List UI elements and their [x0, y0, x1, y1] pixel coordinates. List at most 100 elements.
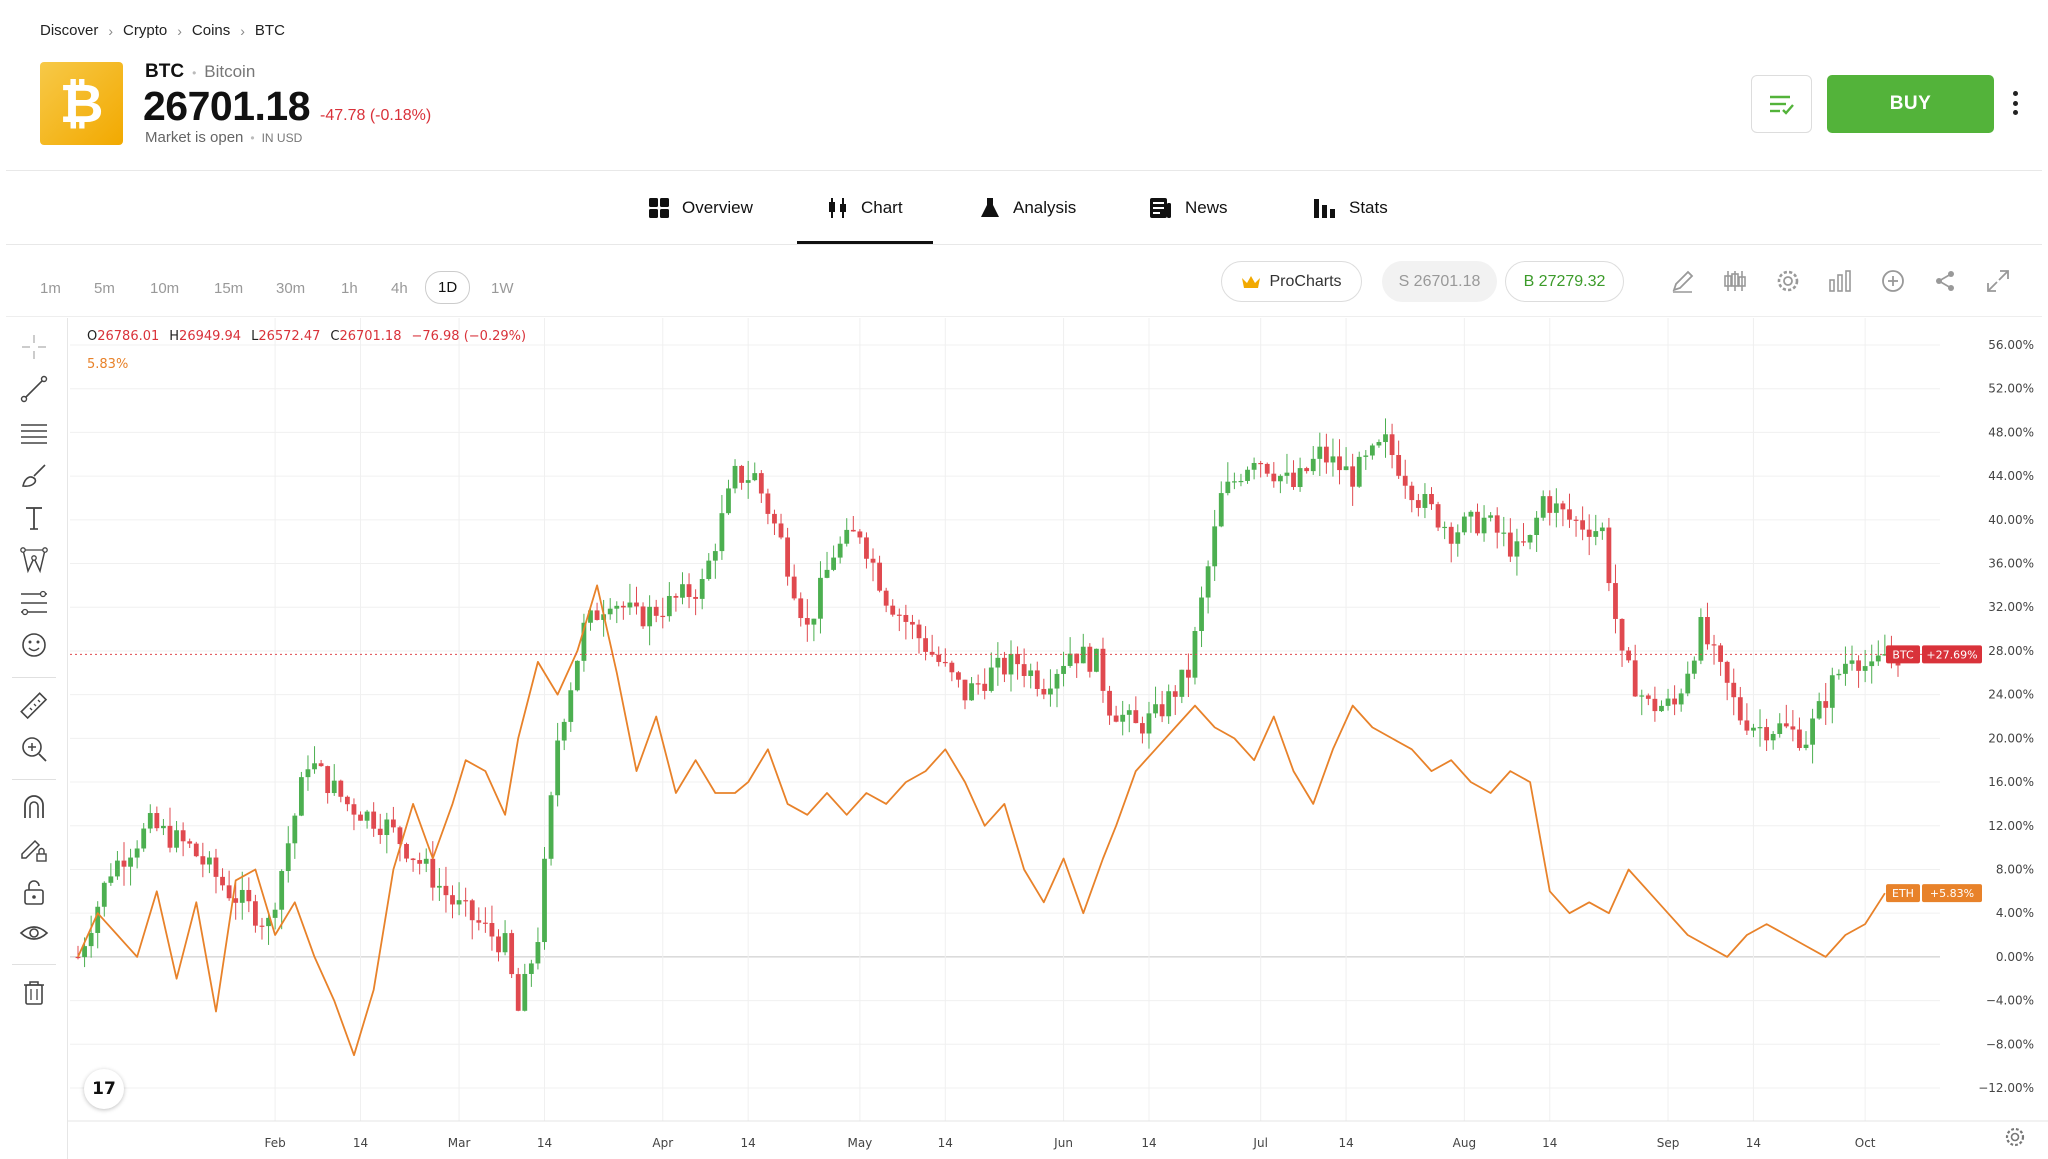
btc-candle	[1672, 698, 1678, 705]
tab-stats[interactable]: Stats	[1313, 172, 1388, 244]
current-price: 26701.18	[143, 83, 311, 129]
btc-candle	[1094, 648, 1099, 672]
btc-candle	[1153, 704, 1158, 714]
btc-candle	[975, 683, 981, 685]
timeframe-1m[interactable]: 1m	[40, 280, 61, 297]
btc-candle	[850, 529, 856, 532]
lock-draw-icon[interactable]	[19, 834, 49, 864]
btc-candle	[174, 830, 179, 848]
tab-analysis[interactable]: Analysis	[979, 172, 1076, 244]
btc-candle	[1468, 511, 1474, 517]
btc-candle	[1593, 531, 1599, 537]
add-circle-icon[interactable]	[1880, 268, 1906, 294]
btc-candle	[1409, 485, 1415, 501]
btc-candle	[1705, 617, 1710, 645]
x-tick-label: Apr	[652, 1136, 673, 1150]
timeframe-5m[interactable]: 5m	[94, 280, 115, 297]
timeframe-30m[interactable]: 30m	[276, 280, 306, 297]
market-status: Market is open	[145, 129, 244, 146]
btc-candle	[699, 579, 705, 599]
btc-candle	[791, 576, 797, 599]
procharts-button[interactable]: ProCharts	[1221, 261, 1362, 302]
btc-candle	[1455, 532, 1461, 544]
tab-chart[interactable]: Chart	[797, 172, 932, 244]
btc-candle	[1317, 446, 1323, 459]
timeframe-15m[interactable]: 15m	[214, 280, 244, 297]
ohlc-change: −76.98 (−0.29%)	[411, 329, 527, 344]
btc-price-tag-label-bg	[1886, 645, 1920, 664]
btc-candle	[1402, 475, 1408, 486]
timeframe-4h[interactable]: 4h	[391, 280, 408, 297]
chart-settings-icon[interactable]	[2004, 1126, 2026, 1148]
trash-icon[interactable]	[19, 978, 49, 1008]
x-tick-label: 14	[353, 1136, 368, 1150]
horizontal-lines-icon[interactable]	[19, 418, 49, 448]
zoom-in-icon[interactable]	[19, 734, 49, 764]
btc-candle	[1652, 698, 1658, 712]
expand-icon[interactable]	[1985, 268, 2011, 294]
breadcrumb-coins[interactable]: Coins	[191, 22, 231, 39]
btc-price-tag-label: BTC	[1892, 648, 1914, 661]
text-icon[interactable]	[19, 503, 49, 533]
indicators-icon[interactable]	[1827, 268, 1853, 294]
btc-candle	[253, 901, 258, 926]
btc-candle	[1140, 723, 1145, 734]
pencil-icon[interactable]	[1670, 268, 1696, 294]
breadcrumb-discover[interactable]: Discover	[40, 22, 99, 39]
sell-price-button[interactable]: S 26701.18	[1382, 261, 1497, 302]
btc-candle	[1323, 446, 1329, 463]
timeframe-1h[interactable]: 1h	[341, 280, 358, 297]
btc-candle	[423, 858, 429, 864]
share-icon[interactable]	[1932, 268, 1958, 294]
price-chart[interactable]: 56.00% 52.00% 48.00% 44.00% 40.00% 36.00% 32.0…	[68, 318, 2048, 1159]
more-vertical-icon[interactable]	[2006, 88, 2024, 118]
btc-candle	[502, 933, 508, 953]
fib-icon[interactable]	[19, 588, 49, 618]
newspaper-icon	[1150, 198, 1171, 218]
trend-line-icon[interactable]	[19, 374, 49, 404]
magnet-icon[interactable]	[19, 792, 49, 822]
timeframe-10m[interactable]: 10m	[150, 280, 180, 297]
tab-overview[interactable]: Overview	[648, 172, 753, 244]
overview-grid-icon	[649, 198, 669, 218]
currency-note: IN USD	[261, 130, 303, 145]
y-tick-label: 40.00%	[1988, 513, 2034, 527]
btc-candle	[1271, 473, 1277, 482]
lock-icon[interactable]	[19, 877, 49, 907]
y-tick-label: 28.00%	[1988, 644, 2034, 658]
btc-candle	[259, 925, 265, 927]
btc-candle	[1054, 673, 1060, 689]
btc-candle	[1448, 526, 1454, 544]
btc-candle	[844, 529, 850, 544]
brush-icon[interactable]	[19, 461, 49, 491]
pattern-icon[interactable]	[19, 546, 49, 576]
btc-candle	[837, 543, 843, 558]
buy-price-button[interactable]: B 27279.32	[1505, 261, 1624, 302]
btc-candle	[1310, 458, 1316, 472]
btc-candle	[141, 828, 147, 849]
watchlist-button[interactable]	[1751, 75, 1812, 133]
btc-candle	[778, 523, 784, 538]
candles-icon[interactable]	[1722, 268, 1748, 294]
btc-candle	[831, 557, 836, 570]
tab-label: Overview	[682, 198, 753, 217]
tradingview-logo-icon[interactable]: 17	[84, 1069, 124, 1109]
btc-candle	[1002, 657, 1007, 675]
ruler-icon[interactable]	[19, 691, 49, 721]
crosshair-icon[interactable]	[19, 332, 49, 362]
timeframe-1w[interactable]: 1W	[491, 280, 514, 297]
btc-candle	[942, 661, 948, 664]
timeframe-1d[interactable]: 1D	[425, 271, 471, 304]
settings-icon[interactable]	[1775, 268, 1801, 294]
y-tick-label: 56.00%	[1988, 338, 2034, 352]
emoji-icon[interactable]	[19, 630, 49, 660]
btc-candle	[739, 465, 745, 483]
chevron-right-icon: ›	[177, 22, 182, 39]
eye-icon[interactable]	[19, 918, 49, 948]
eth-compare-legend: 5.83%	[87, 357, 129, 372]
breadcrumb-crypto[interactable]: Crypto	[123, 22, 168, 39]
tab-news[interactable]: News	[1149, 172, 1228, 244]
buy-button[interactable]: BUY	[1827, 75, 1994, 133]
btc-candle	[647, 606, 653, 627]
btc-candle	[1363, 455, 1369, 457]
